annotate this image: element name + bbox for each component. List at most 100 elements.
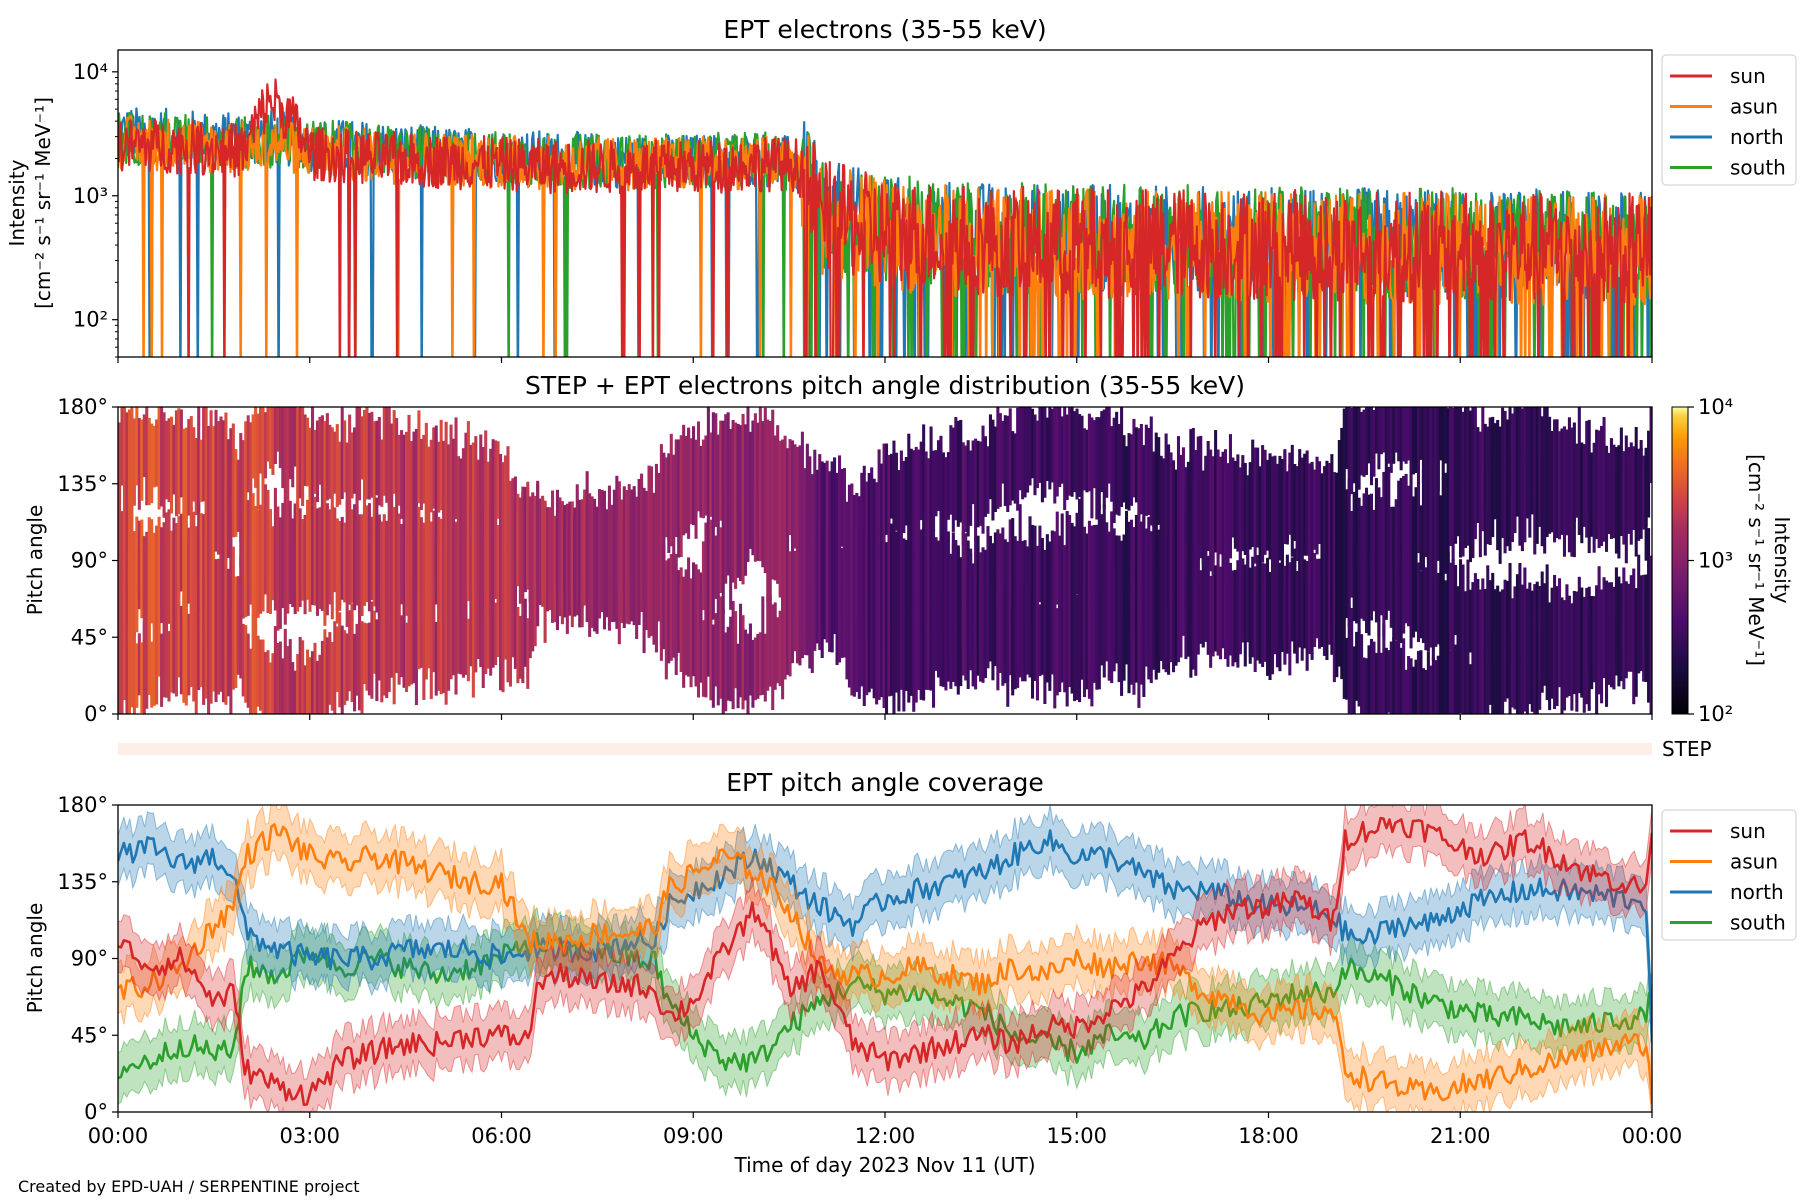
heatmap-cell xyxy=(1075,408,1079,500)
heatmap-cell xyxy=(724,503,728,584)
legend-box xyxy=(1661,54,1797,186)
heatmap-cell xyxy=(1367,407,1371,464)
heatmap-cell xyxy=(1077,613,1082,703)
heatmap-cell xyxy=(979,441,983,526)
heatmap-cell xyxy=(150,641,154,708)
heatmap-cell xyxy=(152,615,156,706)
heatmap-cell xyxy=(1622,567,1626,652)
heatmap-cell xyxy=(137,633,141,696)
heatmap-cell xyxy=(192,511,196,607)
heatmap-cell xyxy=(1392,637,1396,714)
heatmap-cell xyxy=(1290,478,1294,557)
heatmap-cell xyxy=(444,609,448,705)
heatmap-cell xyxy=(795,532,799,619)
heatmap-cell xyxy=(1498,637,1502,714)
heatmap-cell xyxy=(1585,624,1589,705)
heatmap-cell xyxy=(456,545,461,608)
heatmap-cell xyxy=(120,629,124,714)
heatmap-cell xyxy=(860,589,864,687)
heatmap-cell xyxy=(320,519,324,602)
heatmap-cell xyxy=(1369,407,1374,486)
heatmap-cell xyxy=(1439,495,1443,558)
heatmap-cell xyxy=(303,525,307,589)
heatmap-cell xyxy=(1016,540,1020,615)
heatmap-cell xyxy=(1446,408,1450,501)
heatmap-cell xyxy=(1590,462,1594,537)
heatmap-cell xyxy=(845,549,849,628)
heatmap-cell xyxy=(145,407,149,506)
heatmap-cell xyxy=(1476,427,1480,491)
heatmap-cell xyxy=(1191,428,1195,535)
heatmap-cell xyxy=(273,626,277,714)
heatmap-cell xyxy=(231,546,235,630)
heatmap-cell xyxy=(1491,475,1495,538)
heatmap-cell xyxy=(852,494,856,582)
heatmap-cell xyxy=(162,412,166,518)
heatmap-cell xyxy=(790,575,795,664)
heatmap-cell xyxy=(993,568,997,667)
heatmap-cell xyxy=(409,579,414,685)
heatmap-cell xyxy=(872,610,876,699)
heatmap-cell xyxy=(919,529,923,596)
heatmap-cell xyxy=(1211,456,1215,521)
heatmap-cell xyxy=(837,455,842,556)
heatmap-cell xyxy=(259,533,263,614)
x-tick-label: 00:00 xyxy=(1622,1124,1683,1148)
heatmap-cell xyxy=(308,521,312,606)
heatmap-cell xyxy=(135,407,139,486)
heatmap-cell xyxy=(301,519,305,596)
heatmap-cell xyxy=(1555,617,1559,706)
heatmap-cell xyxy=(907,561,911,637)
heatmap-cell xyxy=(1162,581,1166,670)
heatmap-cell xyxy=(456,456,461,531)
heatmap-cell xyxy=(1649,555,1652,643)
heatmap-cell xyxy=(845,501,849,566)
heatmap-cell xyxy=(674,454,678,537)
heatmap-cell xyxy=(1540,461,1544,547)
heatmap-cell xyxy=(135,643,139,708)
heatmap-cell xyxy=(476,594,480,659)
heatmap-cell xyxy=(1181,447,1185,526)
heatmap-cell xyxy=(724,439,728,515)
heatmap-cell xyxy=(1303,564,1307,648)
heatmap-cell xyxy=(377,514,381,615)
heatmap-cell xyxy=(226,439,230,515)
heatmap-cell xyxy=(380,524,384,628)
heatmap-cell xyxy=(1080,609,1084,680)
heatmap-cell xyxy=(358,615,362,711)
heatmap-cell xyxy=(1238,583,1242,655)
panel3-x-ticks: 00:00 03:00 06:00 09:00 12:00 15:00 18:00 21:00… xyxy=(88,1112,1683,1148)
heatmap-cell xyxy=(1384,647,1388,714)
heatmap-cell xyxy=(303,665,307,714)
heatmap-cell xyxy=(1486,451,1490,545)
heatmap-cell xyxy=(405,501,409,583)
heatmap-cell xyxy=(375,420,379,496)
heatmap-cell xyxy=(922,606,926,701)
heatmap-cell xyxy=(466,618,470,682)
heatmap-cell xyxy=(1372,509,1376,577)
heatmap-cell xyxy=(637,531,641,618)
heatmap-cell xyxy=(464,585,468,675)
heatmap-cell xyxy=(682,578,686,688)
heatmap-cell xyxy=(261,514,265,612)
heatmap-cell xyxy=(746,407,750,515)
heatmap-cell xyxy=(239,473,243,568)
heatmap-cell xyxy=(704,442,708,516)
heatmap-cell xyxy=(1105,407,1109,498)
heatmap-cell xyxy=(701,450,705,519)
heatmap-cell xyxy=(429,524,433,604)
heatmap-cell xyxy=(320,640,324,714)
heatmap-cell xyxy=(1110,511,1114,611)
heatmap-cell xyxy=(355,623,359,696)
heatmap-cell xyxy=(377,612,381,681)
heatmap-cell xyxy=(922,542,926,634)
heatmap-cell xyxy=(1416,562,1421,642)
heatmap-cell xyxy=(1097,417,1101,510)
heatmap-cell xyxy=(934,450,938,517)
heatmap-cell xyxy=(367,413,371,500)
heatmap-cell xyxy=(842,468,847,567)
heatmap-cell xyxy=(204,607,208,699)
heatmap-cell xyxy=(932,607,936,708)
heatmap-cell xyxy=(739,603,743,698)
heatmap-cell xyxy=(484,430,488,533)
